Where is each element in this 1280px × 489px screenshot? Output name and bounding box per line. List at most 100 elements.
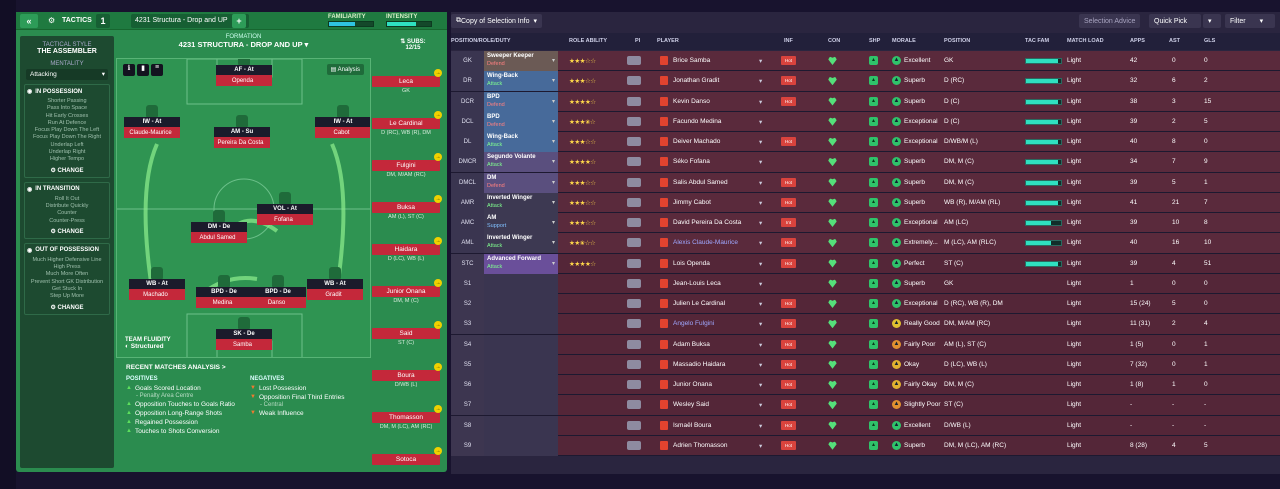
column-header[interactable]: CON <box>828 38 841 44</box>
chevron-down-icon[interactable]: ▾ <box>759 321 763 329</box>
table-row[interactable]: S9 Adrien Thomasson ▾ Hot ▴ ▲ Superb DM, M (LC)… <box>451 435 1280 456</box>
role-cell[interactable]: BPD Defend ▾ <box>484 111 558 132</box>
table-row[interactable]: S6 Junior Onana ▾ Hot ▴ ▲ Fairly Okay DM, M (C)… <box>451 375 1280 396</box>
quick-pick-button[interactable]: Quick Pick <box>1149 14 1201 28</box>
chevron-down-icon[interactable]: ▾ <box>759 402 763 410</box>
player-instructions-icon[interactable] <box>627 319 641 329</box>
change-button[interactable]: ⚙ CHANGE <box>50 304 84 311</box>
player-name[interactable]: Wesley Said <box>673 401 710 409</box>
table-row[interactable]: S7 Wesley Said ▾ Hot ▴ ▲ Slightly Poor ST (C) Li… <box>451 395 1280 416</box>
chevron-down-icon[interactable]: ▾ <box>759 280 763 288</box>
player-name[interactable]: Facundo Medina <box>673 117 722 125</box>
pitch-player[interactable]: AF - At Openda <box>216 65 272 93</box>
list-icon[interactable]: ≡ <box>151 64 163 76</box>
role-cell[interactable] <box>484 334 558 355</box>
role-cell[interactable] <box>484 435 558 456</box>
player-name[interactable]: Adam Buksa <box>673 340 710 348</box>
chevron-down-icon[interactable]: ▾ <box>759 58 763 65</box>
column-header[interactable]: INF <box>784 38 793 44</box>
back-button[interactable]: « <box>20 14 38 28</box>
pitch-player[interactable]: BPD - De Medina <box>196 287 252 315</box>
add-tactic-button[interactable]: + <box>232 14 246 28</box>
player-instructions-icon[interactable] <box>627 359 641 369</box>
player-name[interactable]: Adrien Thomasson <box>673 441 728 449</box>
player-instructions-icon[interactable] <box>627 238 641 248</box>
role-cell[interactable] <box>484 314 558 335</box>
role-cell[interactable]: Wing-Back Attack ▾ <box>484 71 558 92</box>
pitch-player[interactable]: BPD - De Danso <box>250 287 306 315</box>
player-name[interactable]: Brice Samba <box>673 57 711 64</box>
table-row[interactable]: S2 Julien Le Cardinal ▾ Hot ▴ ▲ Exceptional D (… <box>451 294 1280 315</box>
role-cell[interactable] <box>484 375 558 395</box>
player-instructions-icon[interactable] <box>627 440 641 450</box>
player-instructions-icon[interactable] <box>627 380 641 389</box>
table-row[interactable]: GK Sweeper Keeper Defend ▾ ★★★☆☆ Brice Samba ▾… <box>451 51 1280 72</box>
pitch-player[interactable]: WB - At Gradit <box>307 279 363 307</box>
sub-player[interactable]: Buksa → AM (L), ST (C) <box>372 195 442 220</box>
column-header[interactable]: GLS <box>1204 38 1216 44</box>
sub-player[interactable]: Leca → GK <box>372 69 442 94</box>
table-row[interactable]: AMC AM Support ▾ ★★★☆☆ David Pereira Da Costa… <box>451 213 1280 234</box>
role-cell[interactable]: Sweeper Keeper Defend ▾ <box>484 51 558 71</box>
sub-player[interactable]: Thomasson → DM, M (LC), AM (RC) <box>372 405 442 430</box>
pitch-player[interactable]: DM - De Abdul Samed <box>191 222 247 250</box>
column-header[interactable]: MORALE <box>892 38 916 44</box>
role-cell[interactable]: BPD Defend ▾ <box>484 91 558 112</box>
chevron-down-icon[interactable]: ▾ <box>759 442 763 450</box>
player-instructions-icon[interactable] <box>627 218 641 227</box>
chevron-down-icon[interactable]: ▾ <box>759 240 763 248</box>
column-header[interactable]: MATCH LOAD <box>1067 38 1104 44</box>
player-instructions-icon[interactable] <box>627 157 641 167</box>
player-name[interactable]: Jean-Louis Leca <box>673 279 721 287</box>
swap-arrow-icon[interactable]: → <box>434 321 442 329</box>
role-cell[interactable] <box>484 273 558 294</box>
player-name[interactable]: Jimmy Cabot <box>673 198 711 206</box>
table-row[interactable]: S8 Ismaël Boura ▾ Hot ▴ ▲ Excellent D/WB (L) Lig… <box>451 415 1280 436</box>
pitch-player[interactable]: AM - Su Pereira Da Costa <box>214 127 270 155</box>
sub-player[interactable]: Junior Onana → DM, M (C) <box>372 279 442 304</box>
chevron-down-icon[interactable]: ▾ <box>759 260 763 268</box>
table-row[interactable]: AML Inverted Winger Attack ▾ ★★✬☆☆ Alexis Cla… <box>451 233 1280 254</box>
pitch-player[interactable]: IW - At Claude-Maurice <box>124 117 180 145</box>
player-instructions-icon[interactable] <box>627 420 641 430</box>
quick-pick-menu-button[interactable]: ▾ <box>1203 14 1221 28</box>
player-instructions-icon[interactable] <box>627 76 641 86</box>
swap-arrow-icon[interactable]: → <box>434 363 442 371</box>
player-instructions-icon[interactable] <box>627 96 641 106</box>
chevron-down-icon[interactable]: ▾ <box>759 98 763 106</box>
player-instructions-icon[interactable] <box>627 258 641 268</box>
formation-dropdown[interactable]: 4231 STRUCTURA - DROP AND UP ▾ <box>116 40 371 49</box>
table-row[interactable]: DMCR Segundo Volante Attack ▾ ★★★★☆ Séko Fofa… <box>451 152 1280 173</box>
player-name[interactable]: David Pereira Da Costa <box>673 219 742 226</box>
table-row[interactable]: S3 Angelo Fulgini ▾ Hot ▴ ▲ Really Good DM, M/A… <box>451 314 1280 335</box>
column-header[interactable]: APPS <box>1130 38 1145 44</box>
pitch-player[interactable]: IW - At Cabot <box>315 117 370 145</box>
analysis-button[interactable]: ▤ Analysis <box>326 64 364 75</box>
table-row[interactable]: DCR BPD Defend ▾ ★★★★☆ Kevin Danso ▾ Hot ▴ ▲ Super… <box>451 91 1280 112</box>
chevron-down-icon[interactable]: ▾ <box>759 139 763 146</box>
chevron-down-icon[interactable]: ▾ <box>759 382 763 389</box>
sub-player[interactable]: Fulgini → DM, M/AM (RC) <box>372 153 442 178</box>
player-name[interactable]: Massadio Haidara <box>673 360 726 368</box>
table-row[interactable]: S1 Jean-Louis Leca ▾ ▴ ▲ Superb GK Light 1 0 0 <box>451 273 1280 294</box>
player-name[interactable]: Alexis Claude-Maurice <box>673 239 739 247</box>
table-row[interactable]: S5 Massadio Haidara ▾ Hot ▴ ▲ Okay D (LC), WB (… <box>451 354 1280 375</box>
player-name[interactable]: Ismaël Boura <box>673 421 712 429</box>
chevron-down-icon[interactable]: ▾ <box>759 78 763 86</box>
player-instructions-icon[interactable] <box>627 116 641 126</box>
column-header[interactable]: ROLE ABILITY <box>569 38 607 44</box>
mentality-select[interactable]: Attacking ▾ <box>26 69 108 80</box>
role-cell[interactable] <box>484 415 558 436</box>
player-instructions-icon[interactable] <box>627 278 641 288</box>
chevron-down-icon[interactable]: ▾ <box>759 199 763 207</box>
chevron-down-icon[interactable]: ▾ <box>759 159 763 167</box>
column-header[interactable]: POSITION/ROLE/DUTY <box>451 38 511 44</box>
player-instructions-icon[interactable] <box>627 137 641 146</box>
table-row[interactable]: STC Advanced Forward Attack ▾ ★★★★☆ Lois Open… <box>451 253 1280 274</box>
swap-arrow-icon[interactable]: → <box>434 405 442 413</box>
table-row[interactable]: S4 Adam Buksa ▾ Hot ▴ ▲ Fairly Poor AM (L), ST … <box>451 334 1280 355</box>
chevron-down-icon[interactable]: ▾ <box>759 341 763 349</box>
swap-arrow-icon[interactable]: → <box>434 195 442 203</box>
column-header[interactable]: AST <box>1169 38 1180 44</box>
pitch-player[interactable]: WB - At Machado <box>129 279 185 307</box>
